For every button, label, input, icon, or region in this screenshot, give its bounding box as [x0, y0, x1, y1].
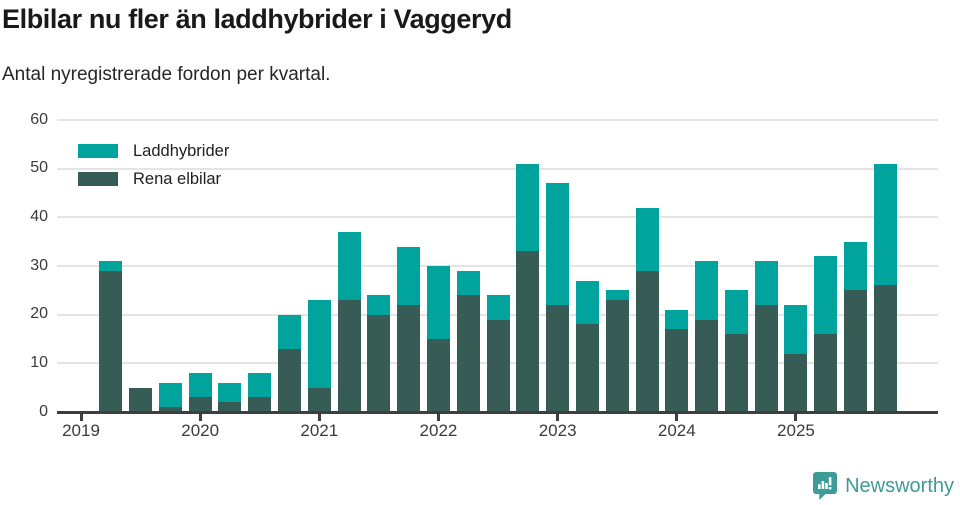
bar-segment-rena-elbilar	[99, 270, 123, 412]
bar-segment-rena-elbilar	[158, 407, 182, 412]
bar-segment-laddhybrider	[397, 246, 421, 305]
bar-segment-rena-elbilar	[278, 348, 302, 412]
chart-title: Elbilar nu fler än laddhybrider i Vagger…	[2, 4, 512, 34]
y-axis-label: 10	[30, 353, 48, 371]
bar-segment-laddhybrider	[337, 231, 361, 301]
bar-segment-laddhybrider	[367, 295, 391, 315]
bar-segment-laddhybrider	[516, 163, 540, 252]
brand-name: Newsworthy	[845, 474, 954, 497]
bar-segment-rena-elbilar	[248, 397, 272, 412]
bar-segment-rena-elbilar	[456, 295, 480, 412]
gridline-y60	[57, 119, 938, 121]
bar-segment-rena-elbilar	[516, 251, 540, 412]
bar-segment-rena-elbilar	[724, 334, 748, 412]
x-axis-line	[57, 411, 938, 414]
x-axis-tick-2023	[556, 414, 560, 421]
legend-label: Rena elbilar	[133, 170, 222, 188]
x-axis-label-2024: 2024	[657, 421, 696, 440]
bar-segment-rena-elbilar	[188, 397, 212, 412]
bar-segment-laddhybrider	[575, 280, 599, 325]
bar-segment-laddhybrider	[546, 183, 570, 305]
bar-segment-rena-elbilar	[337, 300, 361, 412]
bar-segment-laddhybrider	[635, 207, 659, 271]
bar-segment-laddhybrider	[814, 256, 838, 335]
bar-segment-rena-elbilar	[635, 270, 659, 412]
x-axis-label-2021: 2021	[300, 421, 339, 440]
bar-segment-laddhybrider	[873, 163, 897, 286]
bar-segment-laddhybrider	[754, 261, 778, 305]
legend: Laddhybrider Rena elbilar	[78, 140, 229, 196]
bar-segment-laddhybrider	[188, 373, 212, 398]
y-axis-label: 30	[30, 256, 48, 274]
bar-segment-rena-elbilar	[695, 319, 719, 412]
bar-segment-laddhybrider	[158, 382, 182, 408]
bar-segment-rena-elbilar	[426, 339, 450, 412]
bar-segment-rena-elbilar	[307, 387, 331, 412]
bar-segment-rena-elbilar	[873, 285, 897, 412]
newsworthy-logo: Newsworthy	[813, 472, 954, 500]
y-axis-label: 60	[30, 110, 48, 128]
bar-segment-rena-elbilar	[367, 314, 391, 412]
legend-item-rena-elbilar: Rena elbilar	[78, 168, 229, 190]
legend-label: Laddhybrider	[133, 142, 230, 160]
x-axis-label-2025: 2025	[777, 421, 815, 440]
y-axis-label: 50	[30, 159, 48, 177]
bar-segment-rena-elbilar	[814, 334, 838, 412]
bar-segment-rena-elbilar	[575, 324, 599, 412]
bar-segment-laddhybrider	[695, 261, 719, 320]
bar-segment-rena-elbilar	[218, 402, 242, 412]
x-axis-label-2022: 2022	[419, 421, 458, 440]
newsworthy-bubble-icon	[813, 472, 838, 500]
bar-segment-laddhybrider	[844, 241, 868, 291]
bar-segment-laddhybrider	[456, 270, 480, 296]
x-axis-tick-2022	[436, 414, 440, 421]
x-axis-tick-2021	[317, 414, 321, 421]
gridline-y50	[57, 167, 938, 170]
bar-segment-rena-elbilar	[397, 304, 421, 412]
bar-segment-laddhybrider	[724, 290, 748, 335]
bar-segment-laddhybrider	[248, 373, 272, 398]
bar-segment-rena-elbilar	[129, 387, 153, 412]
bar-segment-rena-elbilar	[784, 353, 808, 412]
bar-segment-rena-elbilar	[546, 304, 570, 412]
y-axis-label: 0	[39, 402, 48, 420]
bar-segment-rena-elbilar	[844, 290, 868, 412]
x-axis-tick-2024	[675, 414, 679, 421]
bar-segment-rena-elbilar	[754, 304, 778, 412]
x-axis-tick-2025	[794, 414, 798, 421]
gridline-y40	[57, 216, 938, 219]
gridline-y30	[57, 265, 938, 267]
bar-segment-laddhybrider	[278, 314, 302, 349]
legend-swatch-rena-elbilar	[78, 172, 118, 186]
bar-segment-laddhybrider	[665, 309, 689, 330]
bar-segment-laddhybrider	[218, 382, 242, 403]
x-axis-label-2020: 2020	[181, 421, 220, 440]
x-axis-tick-2019	[79, 414, 83, 421]
chart-subtitle: Antal nyregistrerade fordon per kvartal.	[2, 64, 331, 85]
bar-segment-laddhybrider	[605, 290, 629, 301]
bar-segment-laddhybrider	[784, 304, 808, 354]
bar-segment-laddhybrider	[307, 300, 331, 388]
x-axis-label-2023: 2023	[538, 421, 577, 440]
bar-segment-rena-elbilar	[605, 300, 629, 412]
y-axis-label: 40	[30, 207, 48, 225]
bar-segment-laddhybrider	[99, 261, 123, 271]
legend-swatch-laddhybrider	[78, 144, 118, 158]
x-axis-tick-2020	[198, 414, 202, 421]
bar-segment-rena-elbilar	[486, 319, 510, 412]
y-axis-label: 20	[30, 305, 48, 323]
bar-segment-laddhybrider	[426, 266, 450, 339]
bar-segment-laddhybrider	[486, 295, 510, 320]
x-axis-label-2019: 2019	[62, 421, 100, 440]
bar-segment-rena-elbilar	[665, 329, 689, 412]
legend-item-laddhybrider: Laddhybrider	[78, 140, 229, 162]
